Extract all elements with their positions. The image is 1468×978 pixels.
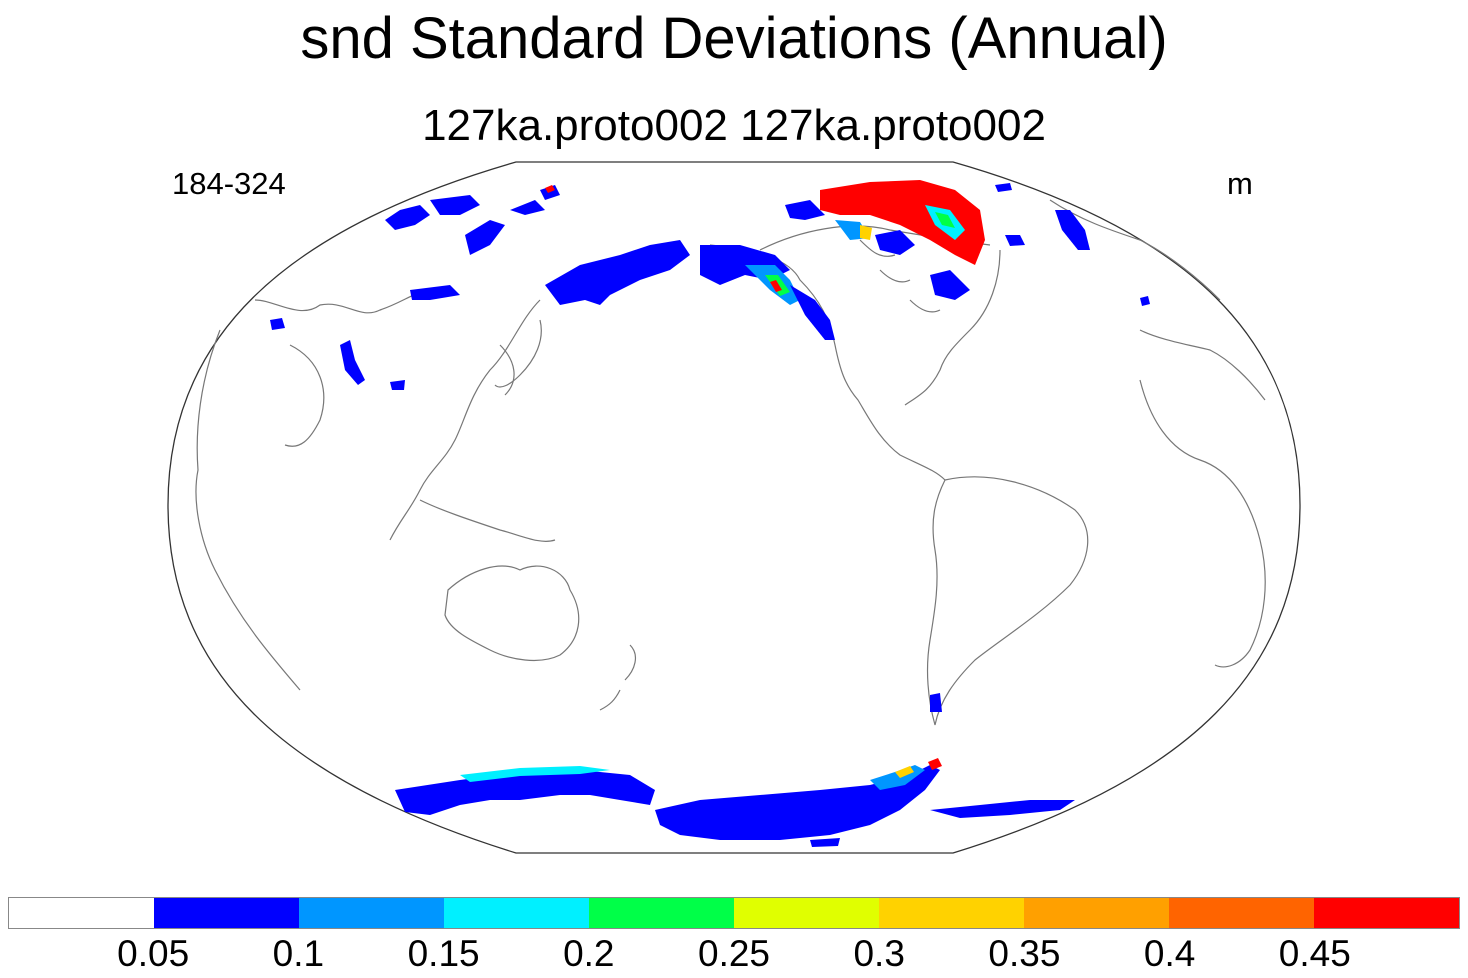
plot-title: snd Standard Deviations (Annual) [300,6,1168,71]
colorbar-swatch [9,898,154,928]
field-patch [395,770,655,815]
colorbar-swatch [589,898,734,928]
field-patch [770,280,782,292]
colorbar-tick-label: 0.4 [1143,933,1196,974]
field-patch [895,766,914,778]
field-patch [860,225,872,240]
coastlines [195,199,1266,726]
colorbar-swatch [444,898,589,928]
field-patch [385,205,430,230]
field-patch [930,800,1075,818]
colorbar [8,897,1460,929]
snow-depth-field [270,180,1150,847]
field-patch [930,270,970,300]
field-patch [545,240,690,305]
colorbar-swatch [154,898,299,928]
field-patch [790,285,835,340]
field-patch [1055,210,1090,250]
field-patch [270,318,285,330]
field-patch [655,765,940,840]
field-patch [340,340,365,385]
field-patch [1140,296,1150,306]
field-patch [928,758,942,770]
colorbar-swatch [734,898,879,928]
colorbar-swatch [299,898,444,928]
colorbar-tick-label: 0.15 [407,933,480,974]
field-patch [390,380,405,390]
colorbar-tick-label: 0.25 [697,933,771,974]
colorbar-swatch [1169,898,1314,928]
field-patch [875,230,915,255]
colorbar-swatch [1314,898,1459,928]
field-patch [995,183,1012,192]
colorbar-swatch [1024,898,1169,928]
colorbar-tick-label: 0.05 [117,933,190,974]
field-patch [935,212,955,228]
colorbar-tick-label: 0.3 [853,933,905,974]
colorbar-swatch [879,898,1024,928]
colorbar-tick-label: 0.1 [272,933,325,974]
colorbar-labels: 0.05 0.1 0.15 0.2 0.25 0.3 0.35 0.4 0.45 [0,934,1468,974]
field-patch [820,180,985,265]
field-patch [460,766,610,782]
field-patch [465,220,505,255]
colorbar-tick-label: 0.35 [988,933,1061,974]
field-patch [545,185,555,193]
field-patch [1005,235,1025,246]
field-patch [430,195,480,215]
field-patch [510,200,545,215]
field-patch [410,285,460,300]
map-frame [167,161,1301,854]
units-label: m [1227,166,1253,201]
field-patch [540,185,560,200]
field-patch [930,693,942,712]
plot-subtitle: 127ka.proto002 127ka.proto002 [422,101,1046,150]
field-patch [785,200,825,220]
left-string: 184-324 [172,166,286,201]
colorbar-tick-label: 0.45 [1278,933,1351,974]
colorbar-tick-label: 0.2 [563,933,615,974]
field-patch [810,838,840,847]
